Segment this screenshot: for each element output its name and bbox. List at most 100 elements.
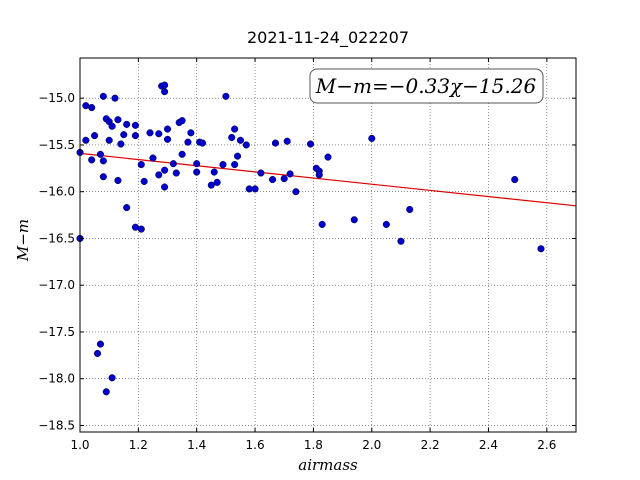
data-point — [155, 130, 163, 138]
data-point — [102, 388, 110, 396]
data-point — [123, 120, 131, 128]
x-tick-label: 1.4 — [187, 438, 206, 452]
data-point — [93, 349, 102, 358]
data-point — [234, 152, 242, 160]
x-tick-label: 1.8 — [304, 438, 323, 452]
y-tick-label: −15.5 — [38, 138, 75, 152]
data-point — [99, 92, 107, 100]
data-point — [537, 245, 545, 253]
data-point — [231, 161, 239, 169]
data-point — [137, 225, 145, 233]
data-point — [315, 171, 323, 179]
fit-equation-label: M−m=−0.33χ−15.26 — [315, 74, 537, 98]
data-point — [271, 139, 280, 147]
data-point — [193, 168, 201, 176]
data-point — [193, 160, 201, 168]
x-axis-label: airmass — [298, 456, 358, 474]
chart-title: 2021-11-24_022207 — [247, 28, 409, 48]
data-point — [96, 150, 104, 158]
x-tick-label: 2.4 — [479, 438, 498, 452]
y-tick-label: −16.5 — [38, 231, 75, 245]
data-point — [140, 177, 148, 185]
data-point — [108, 122, 116, 130]
data-point — [105, 136, 113, 144]
data-point — [146, 129, 154, 137]
data-point — [88, 156, 96, 164]
data-point — [96, 340, 104, 348]
x-tick-label: 2.0 — [362, 438, 381, 452]
y-tick-label: −18.0 — [38, 372, 75, 386]
data-point — [231, 125, 239, 133]
plot-frame — [79, 57, 577, 433]
data-point — [114, 176, 122, 185]
data-point — [406, 205, 414, 214]
fit-line-group — [79, 152, 577, 207]
data-point — [131, 121, 139, 129]
data-point — [163, 125, 172, 133]
fit-line — [79, 152, 577, 207]
y-tick-label: −17.0 — [38, 278, 75, 292]
data-point — [178, 117, 186, 125]
y-tick-label: −18.5 — [38, 418, 75, 432]
data-point — [137, 161, 145, 169]
x-tick-label: 1.2 — [129, 438, 148, 452]
data-point — [184, 138, 192, 146]
x-tick-label: 2.2 — [421, 438, 440, 452]
data-point — [350, 216, 358, 224]
data-point — [155, 171, 163, 179]
data-point — [286, 170, 294, 178]
data-point — [219, 161, 227, 169]
data-point — [280, 175, 288, 183]
data-point — [172, 169, 180, 177]
data-point — [161, 81, 169, 89]
data-point — [108, 374, 116, 382]
data-point — [210, 168, 218, 176]
data-point — [120, 131, 128, 139]
data-point — [257, 169, 265, 177]
data-point — [131, 132, 139, 140]
data-point — [114, 116, 122, 124]
data-point — [306, 140, 315, 148]
data-point — [82, 136, 90, 144]
data-point — [511, 176, 519, 184]
data-point — [368, 134, 376, 142]
data-point — [207, 181, 215, 189]
data-point — [397, 237, 405, 245]
data-point — [269, 176, 277, 184]
data-point — [213, 178, 221, 186]
data-point — [228, 133, 236, 142]
data-point — [222, 92, 230, 100]
data-points — [76, 81, 545, 396]
data-point — [283, 137, 291, 145]
data-point — [161, 88, 169, 96]
y-tick-label: −17.5 — [38, 325, 75, 339]
data-point — [187, 129, 195, 137]
data-point — [82, 102, 90, 110]
data-point — [99, 157, 107, 165]
data-point — [318, 220, 326, 228]
data-point — [117, 140, 125, 148]
data-point — [292, 188, 300, 196]
data-point — [242, 141, 250, 149]
data-point — [149, 154, 157, 162]
y-tick-label: −15.0 — [38, 91, 75, 105]
data-point — [123, 204, 131, 212]
data-point — [198, 139, 207, 147]
y-axis-label: M−m — [14, 219, 32, 262]
data-point — [111, 94, 119, 102]
data-point — [169, 160, 177, 168]
data-point — [88, 104, 96, 112]
x-tick-label: 1.6 — [246, 438, 265, 452]
data-point — [131, 223, 139, 231]
data-point — [324, 153, 332, 161]
data-point — [382, 220, 390, 228]
axis-ticks: 1.0 1.2 1.4 1.6 1.8 2.0 2.2 2.4 2.6 −15.0 −15.5 −16… — [38, 58, 576, 452]
data-point — [99, 173, 107, 181]
x-tick-label: 2.6 — [537, 438, 556, 452]
fit-annotation-frame — [309, 68, 544, 104]
data-point — [178, 150, 186, 158]
x-tick-label: 1.0 — [70, 438, 89, 452]
data-point — [161, 183, 169, 191]
data-point — [236, 136, 245, 144]
